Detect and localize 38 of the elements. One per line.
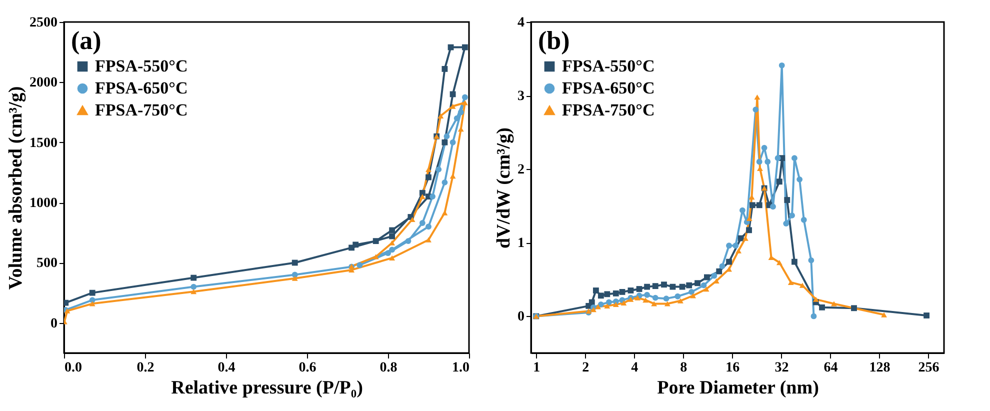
x-tick-label: 1.0 <box>452 360 470 376</box>
legend-label: FPSA-550°C <box>562 56 655 76</box>
chart-title: (b) <box>538 26 570 55</box>
x-tick-label: 4 <box>631 360 638 376</box>
y-tick-label: 500 <box>36 256 58 272</box>
legend-label: FPSA-650°C <box>562 78 655 98</box>
y-tick-label: 3 <box>518 89 524 104</box>
legend-label: FPSA-750°C <box>562 100 655 120</box>
y-tick-label: 2000 <box>30 76 58 91</box>
x-tick-label: 64 <box>824 360 838 376</box>
legend-label: FPSA-550°C <box>95 56 188 76</box>
x-tick-label: 16 <box>726 360 740 376</box>
x-tick-label: 0.2 <box>136 360 154 376</box>
x-axis-title: Pore Diameter (nm) <box>657 378 819 398</box>
y-tick-label: 1 <box>518 236 524 252</box>
y-tick-label: 0 <box>50 316 58 332</box>
x-tick-label: 256 <box>918 360 940 376</box>
y-axis-title: Volume absorbed (cm³/g) <box>6 86 26 290</box>
y-tick-label: 1500 <box>30 136 58 151</box>
chart-title: (a) <box>71 26 102 55</box>
x-tick-label: 0.8 <box>380 360 398 376</box>
x-tick-label: 8 <box>680 360 688 376</box>
y-axis-title: dV/dW (cm³/g) <box>494 128 514 248</box>
x-tick-label: 0.0 <box>64 360 82 376</box>
x-tick-label: 0.6 <box>298 360 316 376</box>
legend-label: FPSA-750°C <box>95 100 188 120</box>
y-tick-label: 2500 <box>30 16 58 30</box>
y-tick-label: 0 <box>518 310 524 325</box>
x-tick-label: 1 <box>533 360 540 376</box>
y-tick-label: 4 <box>518 16 524 30</box>
x-axis-title: Relative pressure (P/P₀) <box>171 378 363 398</box>
x-tick-label: 0.4 <box>218 360 236 376</box>
x-tick-label: 128 <box>869 360 890 376</box>
y-tick-label: 2 <box>518 162 524 178</box>
x-tick-label: 32 <box>774 360 789 376</box>
legend-label: FPSA-650°C <box>95 78 188 98</box>
x-tick-label: 2 <box>582 360 590 376</box>
y-tick-label: 1000 <box>30 196 58 212</box>
